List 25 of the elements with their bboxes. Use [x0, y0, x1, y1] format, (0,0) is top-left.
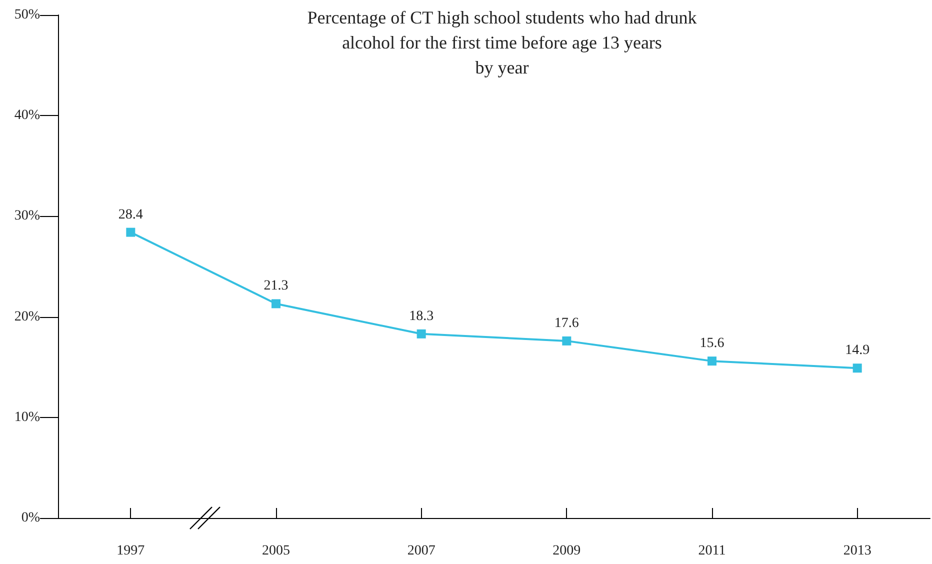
data-label: 18.3 — [409, 308, 434, 324]
point — [852, 364, 862, 373]
data-label: 28.4 — [118, 207, 143, 222]
x-tick-label: 2009 — [552, 544, 581, 558]
y-tick-label: 10% — [14, 410, 40, 425]
y-tick-label: 0% — [21, 510, 40, 526]
point — [416, 329, 426, 338]
data-label: 14.9 — [845, 343, 870, 358]
point — [562, 336, 572, 346]
data-label: 21.3 — [264, 278, 288, 294]
data-label: 17.6 — [554, 316, 579, 331]
x-tick-label: 1997 — [116, 544, 145, 558]
x-tick-label: 2007 — [407, 544, 436, 558]
x-tick-label: 2013 — [843, 544, 872, 558]
x-tick-label: 2005 — [262, 544, 290, 558]
y-tick-label: 30% — [14, 208, 40, 224]
point — [272, 299, 280, 308]
data-label: 15.6 — [700, 336, 724, 352]
point — [126, 228, 136, 237]
point — [708, 356, 716, 366]
y-tick-label: 20% — [14, 309, 40, 324]
text: Percentage of CT high school students who had drunk alcohol for the first time before age 13 years by year — [307, 8, 697, 78]
x-tick-label: 2011 — [698, 544, 726, 558]
y-tick-label: 50% — [14, 8, 40, 22]
y-tick-label: 40% — [14, 108, 40, 124]
